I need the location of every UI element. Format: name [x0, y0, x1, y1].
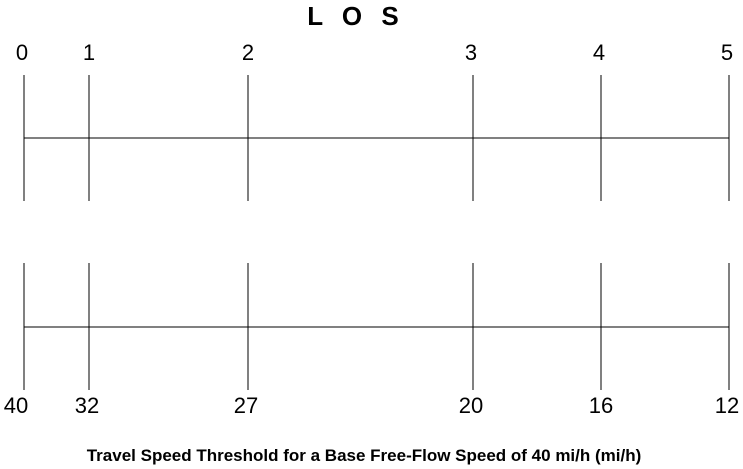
- speed-label-0: 40: [4, 393, 28, 418]
- speed-label-5: 12: [715, 393, 739, 418]
- los-label-4: 4: [593, 40, 605, 65]
- los-label-5: 5: [721, 40, 733, 65]
- speed-label-4: 16: [589, 393, 613, 418]
- upper-scale-ticks: [23, 75, 730, 201]
- los-label-2: 2: [242, 40, 254, 65]
- speed-label-2: 27: [234, 393, 258, 418]
- diagram-caption: Travel Speed Threshold for a Base Free-F…: [87, 446, 642, 465]
- los-label-3: 3: [465, 40, 477, 65]
- diagram-title: L O S: [307, 1, 404, 31]
- speed-threshold-labels: 40 32 27 20 16 12: [4, 393, 739, 418]
- los-label-0: 0: [16, 40, 28, 65]
- lower-scale-ticks: [23, 263, 730, 390]
- speed-label-1: 32: [75, 393, 99, 418]
- los-level-labels: 0 1 2 3 4 5: [16, 40, 733, 65]
- speed-label-3: 20: [459, 393, 483, 418]
- los-label-1: 1: [83, 40, 95, 65]
